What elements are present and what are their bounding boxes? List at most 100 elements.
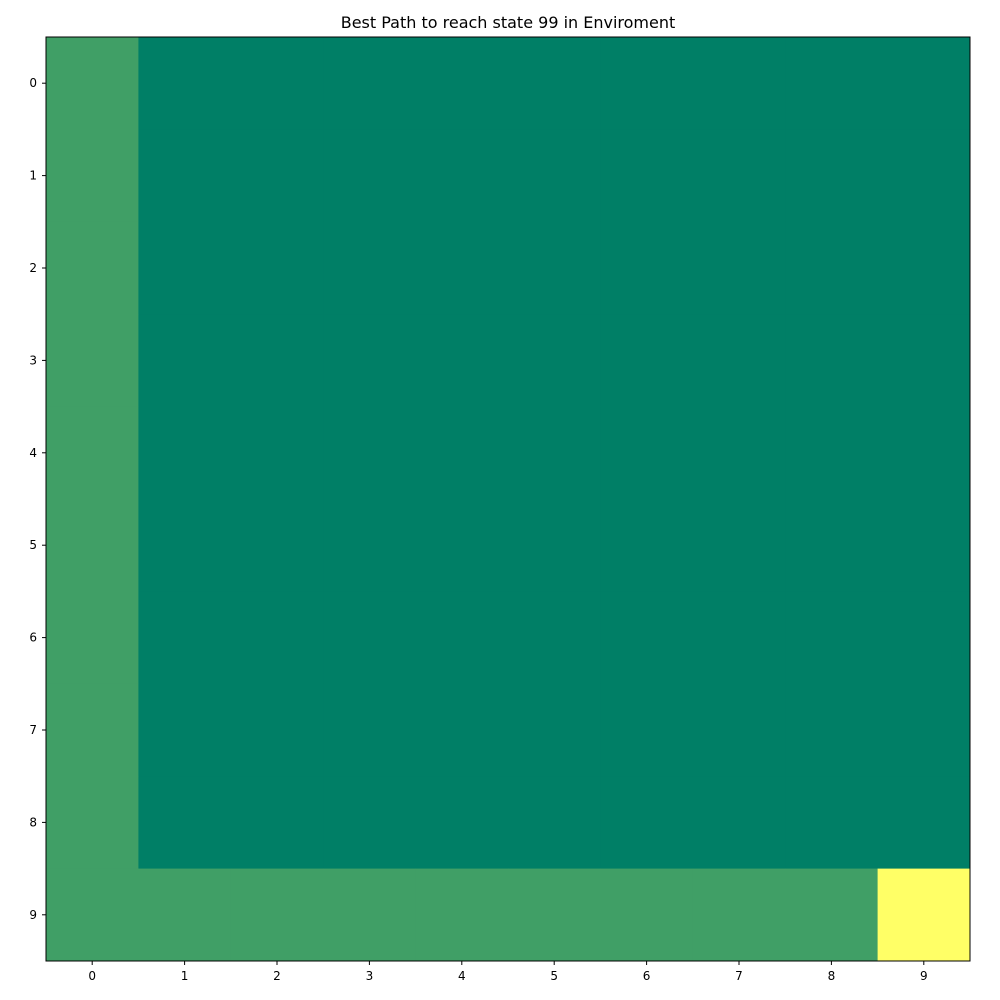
heatmap-cell-r5-c4 — [415, 499, 509, 592]
heatmap-cell-r6-c0 — [46, 591, 139, 685]
heatmap-cell-r5-c5 — [508, 499, 601, 592]
heatmap-cell-r0-c5 — [508, 37, 601, 130]
x-tick-label: 1 — [181, 969, 189, 983]
heatmap-cell-r1-c9 — [877, 129, 971, 223]
heatmap-cell-r7-c3 — [323, 683, 417, 777]
heatmap-cell-r6-c1 — [138, 591, 232, 685]
heatmap-cell-r7-c5 — [508, 683, 601, 777]
heatmap-cell-r4-c8 — [785, 406, 879, 500]
heatmap-cell-r4-c2 — [230, 406, 324, 500]
heatmap-cell-r4-c1 — [138, 406, 232, 500]
x-tick-label: 9 — [920, 969, 928, 983]
heatmap-cell-r3-c2 — [230, 314, 324, 408]
x-tick-label: 6 — [643, 969, 651, 983]
heatmap-cell-r8-c5 — [508, 776, 601, 870]
heatmap-cell-r7-c0 — [46, 683, 139, 777]
heatmap-cell-r0-c3 — [323, 37, 417, 130]
x-tick-label: 5 — [550, 969, 558, 983]
heatmap-cell-r2-c0 — [46, 221, 139, 315]
heatmap-cell-r5-c7 — [692, 499, 786, 592]
heatmap-cell-r8-c6 — [600, 776, 694, 870]
heatmap-cell-r3-c7 — [692, 314, 786, 408]
heatmap-cell-r0-c8 — [785, 37, 879, 130]
heatmap-cell-r5-c8 — [785, 499, 879, 592]
heatmap-cell-r9-c6 — [600, 868, 694, 962]
heatmap-cell-r4-c9 — [877, 406, 971, 500]
heatmap-cell-r8-c8 — [785, 776, 879, 870]
heatmap-cell-r9-c9 — [877, 868, 971, 962]
y-tick-label: 5 — [29, 538, 37, 552]
heatmap-cell-r4-c5 — [508, 406, 601, 500]
heatmap-cell-r4-c7 — [692, 406, 786, 500]
heatmap-cell-r3-c8 — [785, 314, 879, 408]
heatmap-cell-r4-c6 — [600, 406, 694, 500]
heatmap-cell-r9-c5 — [508, 868, 601, 962]
heatmap-cell-r6-c5 — [508, 591, 601, 685]
y-tick-label: 0 — [29, 76, 37, 90]
plot-frame — [45, 36, 971, 962]
heatmap-cell-r6-c9 — [877, 591, 971, 685]
heatmap-cell-r9-c7 — [692, 868, 786, 962]
heatmap-cell-r2-c6 — [600, 221, 694, 315]
y-tick-label: 9 — [29, 908, 37, 922]
heatmap-cells — [46, 37, 971, 962]
chart-title: Best Path to reach state 99 in Enviromen… — [341, 13, 676, 32]
heatmap-cell-r8-c1 — [138, 776, 232, 870]
heatmap-cell-r8-c4 — [415, 776, 509, 870]
heatmap-cell-r8-c7 — [692, 776, 786, 870]
heatmap-cell-r7-c8 — [785, 683, 879, 777]
heatmap-cell-r5-c0 — [46, 499, 139, 592]
heatmap-cell-r1-c3 — [323, 129, 417, 223]
heatmap-cell-r8-c9 — [877, 776, 971, 870]
heatmap-cell-r2-c2 — [230, 221, 324, 315]
heatmap-cell-r3-c3 — [323, 314, 417, 408]
heatmap-cell-r7-c4 — [415, 683, 509, 777]
heatmap-cell-r1-c6 — [600, 129, 694, 223]
heatmap-cell-r3-c1 — [138, 314, 232, 408]
heatmap-cell-r9-c8 — [785, 868, 879, 962]
heatmap-cell-r0-c4 — [415, 37, 509, 130]
heatmap-cell-r6-c2 — [230, 591, 324, 685]
x-tick-label: 8 — [828, 969, 836, 983]
heatmap-cell-r4-c0 — [46, 406, 139, 500]
heatmap-cell-r5-c6 — [600, 499, 694, 592]
y-axis: 0 1 2 3 4 5 6 7 8 9 — [29, 76, 46, 922]
heatmap-cell-r5-c3 — [323, 499, 417, 592]
heatmap-cell-r4-c4 — [415, 406, 509, 500]
x-tick-label: 4 — [458, 969, 466, 983]
heatmap-cell-r5-c1 — [138, 499, 232, 592]
heatmap-cell-r7-c1 — [138, 683, 232, 777]
heatmap-cell-r7-c7 — [692, 683, 786, 777]
y-tick-label: 8 — [29, 815, 37, 829]
heatmap-cell-r3-c6 — [600, 314, 694, 408]
x-axis: 0 1 2 3 4 5 6 7 8 9 — [88, 961, 928, 983]
heatmap-cell-r0-c2 — [230, 37, 324, 130]
heatmap-cell-r0-c1 — [138, 37, 232, 130]
heatmap-cell-r2-c5 — [508, 221, 601, 315]
heatmap-cell-r2-c8 — [785, 221, 879, 315]
heatmap-cell-r0-c6 — [600, 37, 694, 130]
heatmap-cell-r3-c0 — [46, 314, 139, 408]
x-tick-label: 7 — [735, 969, 743, 983]
heatmap-cell-r9-c2 — [230, 868, 324, 962]
heatmap-cell-r4-c3 — [323, 406, 417, 500]
heatmap-cell-r1-c8 — [785, 129, 879, 223]
heatmap-cell-r9-c1 — [138, 868, 232, 962]
heatmap-cell-r2-c7 — [692, 221, 786, 315]
heatmap-cell-r1-c4 — [415, 129, 509, 223]
y-tick-label: 7 — [29, 723, 37, 737]
x-tick-label: 3 — [366, 969, 374, 983]
y-tick-label: 6 — [29, 631, 37, 645]
heatmap-cell-r1-c1 — [138, 129, 232, 223]
heatmap-cell-r7-c2 — [230, 683, 324, 777]
heatmap-cell-r1-c5 — [508, 129, 601, 223]
heatmap-cell-r9-c4 — [415, 868, 509, 962]
heatmap-cell-r0-c7 — [692, 37, 786, 130]
y-tick-label: 3 — [29, 353, 37, 367]
heatmap-cell-r6-c6 — [600, 591, 694, 685]
heatmap-cell-r1-c0 — [46, 129, 139, 223]
heatmap-cell-r2-c3 — [323, 221, 417, 315]
heatmap-cell-r6-c8 — [785, 591, 879, 685]
heatmap-cell-r2-c9 — [877, 221, 971, 315]
